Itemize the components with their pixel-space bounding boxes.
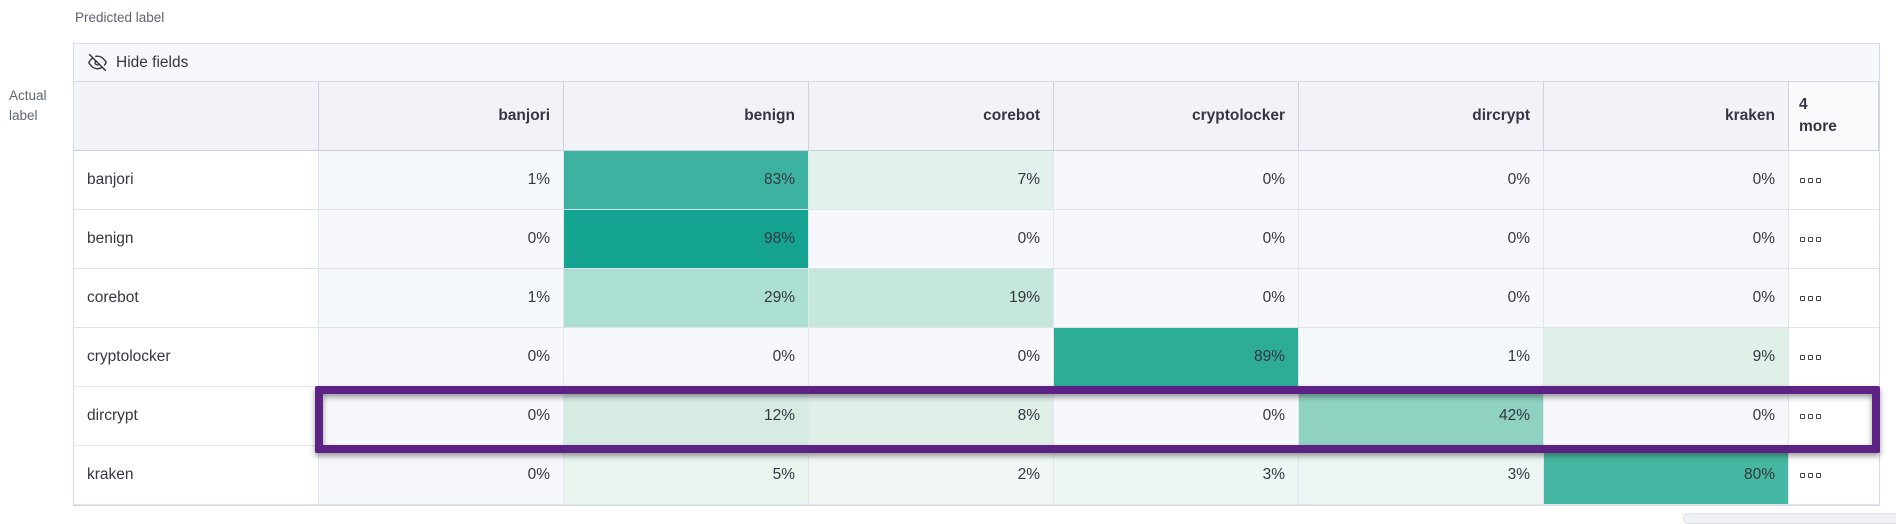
- matrix-row-dircrypt: dircrypt 0% 12% 8% 0% 42% 0%: [74, 387, 1879, 446]
- boxes-horizontal-icon: [1800, 236, 1805, 242]
- matrix-cell-dircrypt-corebot[interactable]: 8%: [809, 387, 1054, 446]
- matrix-cell-cryptolocker-banjori[interactable]: 0%: [319, 328, 564, 387]
- matrix-cell-banjori-dircrypt[interactable]: 0%: [1299, 151, 1544, 210]
- matrix-cell-benign-dircrypt[interactable]: 0%: [1299, 210, 1544, 269]
- matrix-cell-banjori-corebot[interactable]: 7%: [809, 151, 1054, 210]
- matrix-row-cryptolocker: cryptolocker 0% 0% 0% 89% 1% 9%: [74, 328, 1879, 387]
- matrix-header-row: banjori benign corebot cryptolocker dircrypt…: [74, 82, 1879, 151]
- matrix-cell-corebot-benign[interactable]: 29%: [564, 269, 809, 328]
- row-label-dircrypt[interactable]: dircrypt: [74, 387, 319, 446]
- more-values-button[interactable]: [1789, 151, 1879, 210]
- matrix-cell-cryptolocker-kraken[interactable]: 9%: [1544, 328, 1789, 387]
- row-label-corebot[interactable]: corebot: [74, 269, 319, 328]
- matrix-cell-kraken-cryptolocker[interactable]: 3%: [1054, 446, 1299, 505]
- more-count-label: 4: [1799, 95, 1808, 113]
- matrix-cell-kraken-benign[interactable]: 5%: [564, 446, 809, 505]
- more-word-label: more: [1799, 118, 1837, 135]
- boxes-horizontal-icon: [1816, 177, 1821, 183]
- boxes-horizontal-icon: [1808, 236, 1813, 242]
- matrix-cell-corebot-dircrypt[interactable]: 0%: [1299, 269, 1544, 328]
- matrix-cell-banjori-cryptolocker[interactable]: 0%: [1054, 151, 1299, 210]
- matrix-cell-banjori-kraken[interactable]: 0%: [1544, 151, 1789, 210]
- boxes-horizontal-icon: [1808, 295, 1813, 301]
- boxes-horizontal-icon: [1816, 413, 1821, 419]
- matrix-cell-cryptolocker-cryptolocker[interactable]: 89%: [1054, 328, 1299, 387]
- matrix-cell-dircrypt-kraken[interactable]: 0%: [1544, 387, 1789, 446]
- boxes-horizontal-icon: [1816, 354, 1821, 360]
- more-values-button[interactable]: [1789, 387, 1879, 446]
- matrix-cell-banjori-benign[interactable]: 83%: [564, 151, 809, 210]
- matrix-cell-corebot-corebot[interactable]: 19%: [809, 269, 1054, 328]
- predicted-axis-label: Predicted label: [75, 10, 165, 25]
- boxes-horizontal-icon: [1800, 177, 1805, 183]
- matrix-row-kraken: kraken 0% 5% 2% 3% 3% 80%: [74, 446, 1879, 505]
- matrix-cell-benign-cryptolocker[interactable]: 0%: [1054, 210, 1299, 269]
- matrix-cell-corebot-cryptolocker[interactable]: 0%: [1054, 269, 1299, 328]
- actual-axis-label: Actual label: [9, 88, 47, 124]
- matrix-row-benign: benign 0% 98% 0% 0% 0% 0%: [74, 210, 1879, 269]
- column-header-benign[interactable]: benign: [564, 82, 809, 151]
- matrix-row-banjori: banjori 1% 83% 7% 0% 0% 0%: [74, 151, 1879, 210]
- matrix-cell-dircrypt-banjori[interactable]: 0%: [319, 387, 564, 446]
- matrix-cell-kraken-banjori[interactable]: 0%: [319, 446, 564, 505]
- column-header-kraken[interactable]: kraken: [1544, 82, 1789, 151]
- boxes-horizontal-icon: [1800, 354, 1805, 360]
- eye-closed-icon: [88, 53, 107, 72]
- matrix-cell-benign-banjori[interactable]: 0%: [319, 210, 564, 269]
- matrix-cell-cryptolocker-dircrypt[interactable]: 1%: [1299, 328, 1544, 387]
- boxes-horizontal-icon: [1816, 472, 1821, 478]
- boxes-horizontal-icon: [1800, 413, 1805, 419]
- matrix-cell-cryptolocker-corebot[interactable]: 0%: [809, 328, 1054, 387]
- column-header-banjori[interactable]: banjori: [319, 82, 564, 151]
- more-values-button[interactable]: [1789, 210, 1879, 269]
- boxes-horizontal-icon: [1808, 472, 1813, 478]
- row-label-benign[interactable]: benign: [74, 210, 319, 269]
- matrix-cell-dircrypt-cryptolocker[interactable]: 0%: [1054, 387, 1299, 446]
- horizontal-scrollbar[interactable]: [1683, 513, 1896, 524]
- matrix-cell-dircrypt-benign[interactable]: 12%: [564, 387, 809, 446]
- matrix-cell-benign-benign[interactable]: 98%: [564, 210, 809, 269]
- matrix-body: banjori 1% 83% 7% 0% 0% 0% benign 0% 98% 0% 0% 0% 0% c…: [74, 151, 1879, 505]
- matrix-cell-kraken-corebot[interactable]: 2%: [809, 446, 1054, 505]
- matrix-cell-benign-corebot[interactable]: 0%: [809, 210, 1054, 269]
- boxes-horizontal-icon: [1808, 177, 1813, 183]
- row-label-banjori[interactable]: banjori: [74, 151, 319, 210]
- column-header-dircrypt[interactable]: dircrypt: [1299, 82, 1544, 151]
- matrix-cell-banjori-banjori[interactable]: 1%: [319, 151, 564, 210]
- hide-fields-button[interactable]: Hide fields: [74, 44, 1879, 82]
- matrix-row-corebot: corebot 1% 29% 19% 0% 0% 0%: [74, 269, 1879, 328]
- boxes-horizontal-icon: [1800, 295, 1805, 301]
- more-values-button[interactable]: [1789, 328, 1879, 387]
- confusion-matrix-panel: Hide fields banjori benign corebot cryptolo…: [73, 43, 1880, 506]
- row-label-kraken[interactable]: kraken: [74, 446, 319, 505]
- boxes-horizontal-icon: [1816, 236, 1821, 242]
- boxes-horizontal-icon: [1808, 354, 1813, 360]
- more-values-button[interactable]: [1789, 446, 1879, 505]
- boxes-horizontal-icon: [1816, 295, 1821, 301]
- matrix-cell-kraken-kraken[interactable]: 80%: [1544, 446, 1789, 505]
- boxes-horizontal-icon: [1800, 472, 1805, 478]
- row-label-cryptolocker[interactable]: cryptolocker: [74, 328, 319, 387]
- more-columns-header[interactable]: 4 more: [1789, 82, 1879, 151]
- corner-header-cell: [74, 82, 319, 151]
- matrix-cell-cryptolocker-benign[interactable]: 0%: [564, 328, 809, 387]
- matrix-cell-benign-kraken[interactable]: 0%: [1544, 210, 1789, 269]
- column-header-corebot[interactable]: corebot: [809, 82, 1054, 151]
- matrix-cell-kraken-dircrypt[interactable]: 3%: [1299, 446, 1544, 505]
- hide-fields-label: Hide fields: [116, 53, 189, 71]
- matrix-cell-corebot-banjori[interactable]: 1%: [319, 269, 564, 328]
- matrix-cell-dircrypt-dircrypt[interactable]: 42%: [1299, 387, 1544, 446]
- more-values-button[interactable]: [1789, 269, 1879, 328]
- matrix-cell-corebot-kraken[interactable]: 0%: [1544, 269, 1789, 328]
- column-header-cryptolocker[interactable]: cryptolocker: [1054, 82, 1299, 151]
- boxes-horizontal-icon: [1808, 413, 1813, 419]
